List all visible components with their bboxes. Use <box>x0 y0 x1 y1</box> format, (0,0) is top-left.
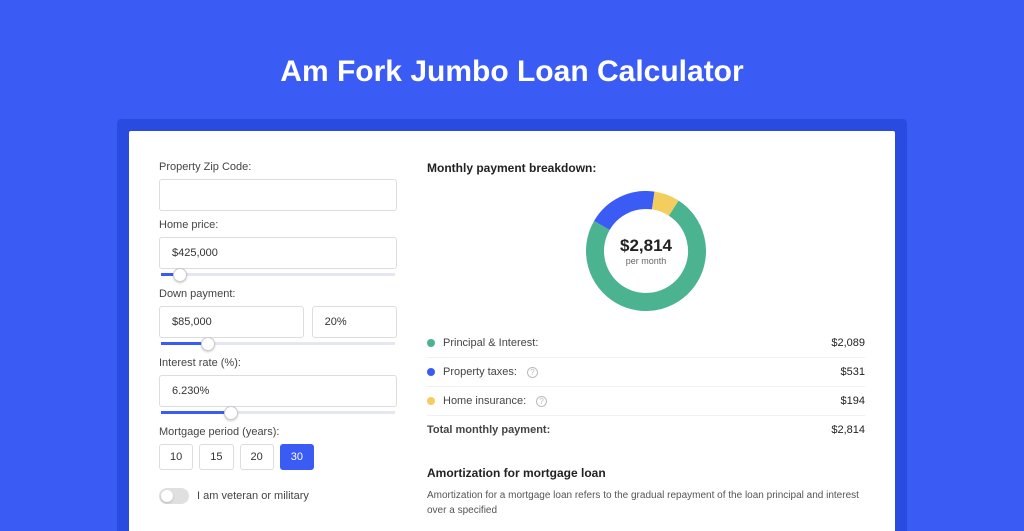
home-price-label: Home price: <box>159 219 397 231</box>
mortgage-period-label: Mortgage period (years): <box>159 426 397 438</box>
legend-label: Property taxes: <box>443 366 517 378</box>
card-shadow: Property Zip Code: Home price: Down paym… <box>117 119 907 531</box>
breakdown-title: Monthly payment breakdown: <box>427 161 865 175</box>
veteran-row: I am veteran or military <box>159 488 397 504</box>
calculator-card: Property Zip Code: Home price: Down paym… <box>129 131 895 531</box>
info-icon[interactable]: ? <box>536 396 547 407</box>
down-payment-label: Down payment: <box>159 288 397 300</box>
home-price-input[interactable] <box>159 237 397 269</box>
period-btn-20[interactable]: 20 <box>240 444 274 470</box>
down-payment-input[interactable] <box>159 306 304 338</box>
total-row: Total monthly payment: $2,814 <box>427 416 865 444</box>
interest-rate-input[interactable] <box>159 375 397 407</box>
amortization-title: Amortization for mortgage loan <box>427 466 865 480</box>
form-panel: Property Zip Code: Home price: Down paym… <box>159 161 397 531</box>
zip-input[interactable] <box>159 179 397 211</box>
legend-value: $194 <box>841 395 865 407</box>
period-buttons: 1015 2030 <box>159 444 397 470</box>
field-down-payment: Down payment: <box>159 288 397 345</box>
donut-chart: $2,814 per month <box>427 185 865 329</box>
page-title: Am Fork Jumbo Loan Calculator <box>0 0 1024 119</box>
legend-row: Home insurance:? $194 <box>427 387 865 416</box>
period-btn-10[interactable]: 10 <box>159 444 193 470</box>
total-value: $2,814 <box>831 424 865 436</box>
period-btn-15[interactable]: 15 <box>199 444 233 470</box>
breakdown-panel: Monthly payment breakdown: $2,814 per mo… <box>427 161 865 531</box>
legend-label: Principal & Interest: <box>443 337 538 349</box>
donut-center: $2,814 per month <box>620 236 672 266</box>
veteran-label: I am veteran or military <box>197 490 309 502</box>
legend-dot <box>427 368 435 376</box>
legend-dot <box>427 339 435 347</box>
legend: Principal & Interest: $2,089 Property taxe… <box>427 329 865 416</box>
veteran-toggle[interactable] <box>159 488 189 504</box>
amortization-text: Amortization for a mortgage loan refers … <box>427 488 865 518</box>
field-home-price: Home price: <box>159 219 397 276</box>
legend-row: Principal & Interest: $2,089 <box>427 329 865 358</box>
down-payment-slider[interactable] <box>161 342 395 345</box>
home-price-slider[interactable] <box>161 273 395 276</box>
legend-value: $2,089 <box>831 337 865 349</box>
field-interest-rate: Interest rate (%): <box>159 357 397 414</box>
down-payment-pct-input[interactable] <box>312 306 397 338</box>
total-label: Total monthly payment: <box>427 424 550 436</box>
info-icon[interactable]: ? <box>527 367 538 378</box>
zip-label: Property Zip Code: <box>159 161 397 173</box>
legend-label: Home insurance: <box>443 395 526 407</box>
legend-row: Property taxes:? $531 <box>427 358 865 387</box>
field-mortgage-period: Mortgage period (years): 1015 2030 <box>159 426 397 470</box>
field-zip: Property Zip Code: <box>159 161 397 211</box>
period-btn-30[interactable]: 30 <box>280 444 314 470</box>
legend-value: $531 <box>841 366 865 378</box>
interest-rate-label: Interest rate (%): <box>159 357 397 369</box>
donut-sub: per month <box>620 256 672 266</box>
donut-amount: $2,814 <box>620 236 672 256</box>
interest-rate-slider[interactable] <box>161 411 395 414</box>
legend-dot <box>427 397 435 405</box>
